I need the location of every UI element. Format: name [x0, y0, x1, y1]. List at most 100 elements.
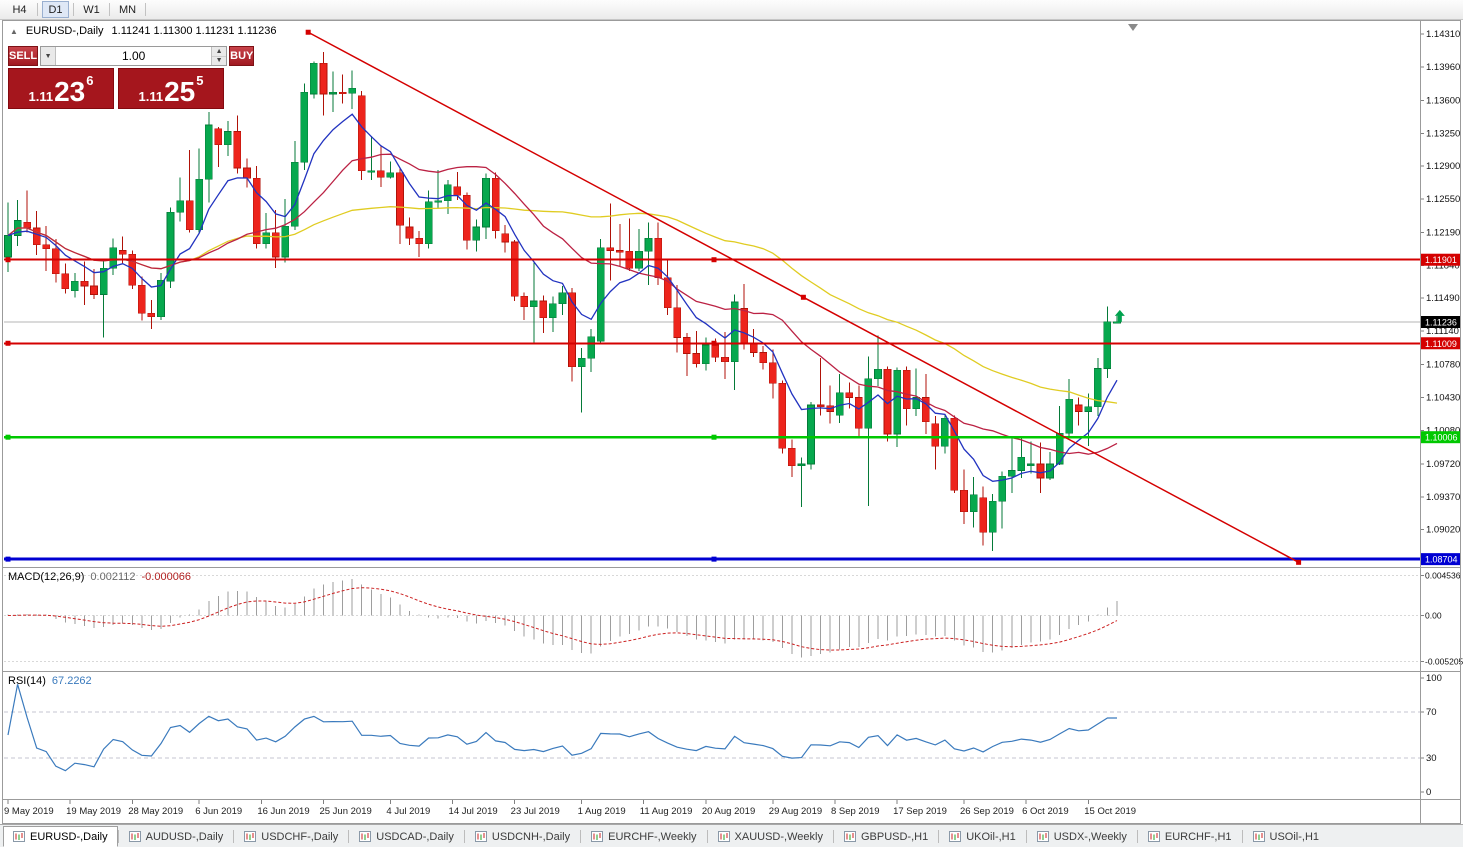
candle-body: [931, 423, 940, 447]
line-handle[interactable]: [711, 257, 717, 263]
volume-input[interactable]: [56, 47, 212, 65]
spinner-up-icon[interactable]: ▲: [212, 47, 227, 57]
sell-price-display[interactable]: 1.11 23 6: [8, 68, 114, 109]
trendline-handle[interactable]: [800, 294, 806, 300]
date-axis-row: 9 May 2019 19 May 2019 28 May 2019 6 Jun 20…: [4, 800, 1136, 817]
line-handle[interactable]: [5, 340, 11, 346]
price-axis-label: 1.09370: [1426, 492, 1460, 503]
timeframe-button-w1[interactable]: W1: [83, 3, 100, 16]
candle-body: [596, 247, 605, 342]
chart-tab-ukoil-h1[interactable]: UKOil-,H1: [939, 826, 1026, 847]
timeframe-button-h4[interactable]: H4: [12, 3, 27, 16]
mini-chart-icon: [1036, 831, 1049, 842]
candle-body: [520, 296, 529, 307]
mini-chart-icon: [843, 831, 856, 842]
chart-tab-usdcad-daily[interactable]: USDCAD-,Daily: [349, 826, 464, 847]
candle-body: [405, 226, 414, 239]
chart-tab-gbpusd-h1[interactable]: GBPUSD-,H1: [834, 826, 938, 847]
candle-body: [290, 162, 299, 227]
line-handle[interactable]: [711, 556, 717, 562]
price-badge-1.08704-bg: [1421, 553, 1460, 566]
rsi-line: [7, 684, 1117, 772]
candle-body: [1027, 463, 1035, 466]
macd-signal-value: -0.000066: [141, 571, 192, 583]
chart-tab-usdx-weekly[interactable]: USDX-,Weekly: [1027, 826, 1137, 847]
chart-tab-usdcnh-daily[interactable]: USDCNH-,Daily: [465, 826, 580, 847]
spinner-down-icon[interactable]: ▼: [212, 56, 227, 65]
line-handle[interactable]: [5, 556, 11, 562]
mini-chart-icon: [244, 831, 257, 842]
chart-title-ohlc: 1.11241 1.11300 1.11231 1.11236: [111, 25, 277, 37]
line-handle[interactable]: [5, 257, 11, 263]
chart-tab-label: AUDUSD-,Daily: [145, 830, 224, 843]
buy-price-display[interactable]: 1.11 25 5: [118, 68, 224, 109]
one-click-top-row: SELL ▼ ▲ ▼ BUY: [8, 46, 255, 66]
chart-tab-xauusd-weekly[interactable]: XAUUSD-,Weekly: [708, 826, 833, 847]
trendline-handle[interactable]: [1296, 559, 1302, 565]
macd-pane: [4, 574, 1420, 663]
buy-price-base: 1.11: [138, 88, 164, 104]
price-badge-1.11009-bg: [1421, 337, 1460, 350]
price-axis-label: 1.09020: [1426, 525, 1460, 536]
sell-button[interactable]: SELL: [8, 46, 39, 66]
rsi-scale-label: 70: [1426, 707, 1437, 718]
candle-body: [424, 201, 433, 245]
date-axis-label: 6 Oct 2019: [1022, 806, 1068, 817]
one-click-collapse-icon[interactable]: ▲: [10, 26, 18, 36]
candle-body: [271, 232, 280, 258]
chart-tab-audusd-daily[interactable]: AUDUSD-,Daily: [119, 826, 234, 847]
chart-tab-usoil-h1[interactable]: USOil-,H1: [1243, 826, 1330, 847]
chart-tab-eurchf-h1[interactable]: EURCHF-,H1: [1138, 826, 1242, 847]
rsi-value: 67.2262: [51, 675, 92, 687]
candle-body: [969, 494, 978, 513]
volume-dropdown-button[interactable]: ▼: [41, 47, 57, 65]
main-price-pane[interactable]: [4, 24, 1420, 565]
line-handle[interactable]: [5, 434, 11, 440]
buy-price-pips: 25: [164, 76, 196, 108]
chart-tab-usdchf-daily[interactable]: USDCHF-,Daily: [234, 826, 348, 847]
candle-body: [463, 194, 471, 241]
toolbar-separator: [145, 3, 146, 16]
candle-body: [185, 200, 194, 231]
candle-body: [491, 178, 500, 232]
candle-body: [711, 344, 720, 358]
chart-tab-label: USDX-,Weekly: [1053, 830, 1127, 843]
mini-chart-icon: [591, 831, 604, 842]
candle-body: [367, 170, 376, 173]
candle-body: [233, 131, 242, 169]
candle-body: [529, 300, 538, 307]
timeframe-button-d1[interactable]: D1: [42, 1, 69, 18]
rsi-name: RSI(14): [8, 675, 46, 687]
timeframe-button-mn[interactable]: MN: [118, 3, 137, 16]
candle-body: [606, 247, 615, 251]
chart-tab-eurusd-daily[interactable]: EURUSD-,Daily: [3, 826, 118, 847]
buy-button[interactable]: BUY: [229, 46, 255, 66]
chart-tab-label: USDCHF-,Daily: [261, 830, 339, 843]
chart-canvas[interactable]: 1.14310 1.13960 1.13600 1.13250 1.12900 1.125…: [0, 0, 1463, 824]
trendline-handle[interactable]: [305, 29, 311, 35]
chart-tab-eurchf-weekly[interactable]: EURCHF-,Weekly: [581, 826, 706, 847]
candle-body: [396, 172, 404, 226]
chart-tab-label: GBPUSD-,H1: [860, 830, 929, 843]
toolbar-separator: [73, 3, 74, 16]
candle-body: [673, 307, 682, 338]
date-axis-label: 26 Sep 2019: [960, 806, 1014, 817]
candle-body: [1094, 368, 1102, 408]
candle-body: [300, 91, 309, 163]
candle-body: [204, 124, 213, 180]
candle-body: [702, 344, 710, 365]
candle-body: [730, 301, 739, 363]
tab-separator: [1025, 830, 1027, 843]
candle-body: [663, 277, 672, 308]
candle-body: [558, 292, 567, 305]
candle-body: [912, 397, 921, 410]
line-handle[interactable]: [711, 340, 717, 346]
candle-body: [1036, 463, 1045, 479]
chart-tab-label: USDCAD-,Daily: [376, 830, 454, 843]
volume-spinner: ▲ ▼: [211, 47, 227, 65]
price-badge-1.11009: 1.11009: [1421, 337, 1460, 350]
tab-separator: [1136, 830, 1138, 843]
date-axis-label: 8 Sep 2019: [831, 806, 880, 817]
line-handle[interactable]: [711, 434, 717, 440]
price-axis-label: 1.10080: [1426, 425, 1460, 436]
